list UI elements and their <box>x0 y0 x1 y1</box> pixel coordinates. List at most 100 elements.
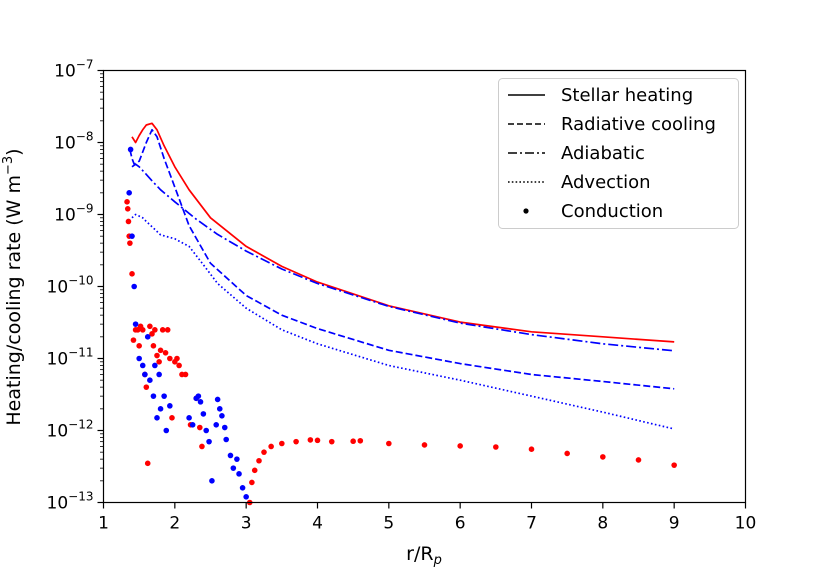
point-conduction-heating <box>127 240 133 246</box>
point-conduction-cooling <box>195 393 202 399</box>
point-conduction-heating <box>150 343 157 349</box>
point-conduction-heating <box>600 454 606 460</box>
point-conduction-heating <box>386 440 392 447</box>
series-layer <box>124 122 677 506</box>
legend-label-radiative-cooling: Radiative cooling <box>561 114 716 135</box>
point-conduction-heating <box>671 462 677 468</box>
point-conduction-heating <box>564 450 570 457</box>
x-tick-label: 5 <box>383 514 394 534</box>
x-tick-label: 7 <box>526 514 537 534</box>
point-conduction-cooling <box>213 421 220 428</box>
point-conduction-cooling <box>167 403 173 409</box>
point-conduction-cooling <box>131 283 137 290</box>
point-conduction-heating <box>162 349 169 356</box>
y-tick-label: 10−10 <box>47 274 94 298</box>
point-conduction-heating <box>493 444 499 450</box>
series-conduction-cooling <box>126 146 249 500</box>
point-conduction-heating <box>169 415 175 421</box>
x-tick-label: 9 <box>669 514 680 534</box>
point-conduction-heating <box>268 443 274 450</box>
point-conduction-cooling <box>144 334 151 340</box>
x-tick-label: 1 <box>98 514 109 534</box>
point-conduction-cooling <box>209 478 215 484</box>
point-conduction-heating <box>154 352 160 359</box>
legend-box <box>498 78 739 229</box>
y-tick-label: 10−13 <box>47 490 94 514</box>
legend-label-adiabatic: Adiabatic <box>561 143 645 164</box>
point-conduction-cooling <box>200 411 207 417</box>
point-conduction-heating <box>261 449 267 455</box>
point-conduction-heating <box>182 371 189 378</box>
point-conduction-heating <box>167 355 173 362</box>
point-conduction-cooling <box>186 415 192 421</box>
point-conduction-cooling <box>219 413 225 419</box>
point-conduction-heating <box>156 358 162 365</box>
point-conduction-cooling <box>239 485 246 491</box>
point-conduction-cooling <box>189 421 196 428</box>
point-conduction-cooling <box>236 471 242 477</box>
y-tick-label: 10−12 <box>47 418 94 442</box>
point-conduction-cooling <box>150 393 157 399</box>
point-conduction-heating <box>307 437 314 443</box>
line-advection <box>131 213 675 430</box>
point-conduction-cooling <box>132 321 139 327</box>
line-stellar-heating <box>131 122 675 343</box>
point-conduction-heating <box>144 460 151 467</box>
point-conduction-cooling <box>203 427 210 434</box>
point-conduction-heating <box>457 443 463 449</box>
point-conduction-cooling <box>227 452 234 459</box>
point-conduction-cooling <box>197 399 204 405</box>
x-tick-label: 10 <box>735 514 757 534</box>
point-conduction-cooling <box>136 355 142 362</box>
point-conduction-heating <box>164 327 171 333</box>
x-tick-label: 2 <box>169 514 180 534</box>
point-conduction-heating <box>249 479 255 486</box>
plot-frame <box>102 69 747 504</box>
point-conduction-cooling <box>223 436 229 443</box>
point-conduction-cooling <box>243 493 249 500</box>
point-conduction-cooling <box>161 393 167 399</box>
point-conduction-heating <box>129 271 135 277</box>
point-conduction-cooling <box>126 190 132 196</box>
legend-label-advection: Advection <box>561 172 651 193</box>
point-conduction-cooling <box>154 415 160 421</box>
ticks-layer: 1 2 3 4 5 6 7 8 9 10 10−13 10−12 10−11 10−10 10−9 10−8 1… <box>47 58 757 534</box>
x-axis-label: r/Rp <box>406 543 442 568</box>
point-conduction-cooling <box>234 456 240 462</box>
point-conduction-heating <box>130 337 137 343</box>
x-tick-label: 4 <box>312 514 323 534</box>
line-adiabatic <box>131 163 675 352</box>
point-conduction-heating <box>124 205 131 212</box>
point-conduction-cooling <box>147 377 153 383</box>
point-conduction-heating <box>143 384 150 390</box>
point-conduction-heating <box>176 362 182 369</box>
legend-label-stellar-heating: Stellar heating <box>561 85 693 106</box>
legend-swatch-marker <box>523 208 529 214</box>
point-conduction-cooling <box>156 371 162 378</box>
point-conduction-heating <box>528 446 535 452</box>
point-conduction-cooling <box>157 406 164 412</box>
point-conduction-cooling <box>152 362 158 369</box>
point-conduction-heating <box>199 443 205 450</box>
point-conduction-heating <box>159 327 166 333</box>
point-conduction-heating <box>293 438 299 445</box>
point-conduction-cooling <box>206 438 212 445</box>
y-axis-label: Heating/cooling rate (W m−3) <box>1 148 25 425</box>
point-conduction-heating <box>350 438 356 445</box>
point-conduction-heating <box>314 437 321 444</box>
point-conduction-cooling <box>142 371 148 378</box>
point-conduction-heating <box>256 457 262 464</box>
point-conduction-heating <box>421 442 428 448</box>
point-conduction-heating <box>152 327 158 333</box>
point-conduction-cooling <box>129 233 135 239</box>
point-conduction-heating <box>136 343 142 349</box>
point-conduction-cooling <box>214 396 221 403</box>
point-conduction-cooling <box>221 424 228 431</box>
point-conduction-heating <box>124 199 130 205</box>
point-conduction-cooling <box>230 465 237 471</box>
point-conduction-heating <box>139 327 146 333</box>
line-radiative-cooling <box>129 128 675 390</box>
point-conduction-heating <box>125 218 132 225</box>
point-conduction-heating <box>251 467 258 474</box>
legend-label-conduction: Conduction <box>561 201 663 222</box>
